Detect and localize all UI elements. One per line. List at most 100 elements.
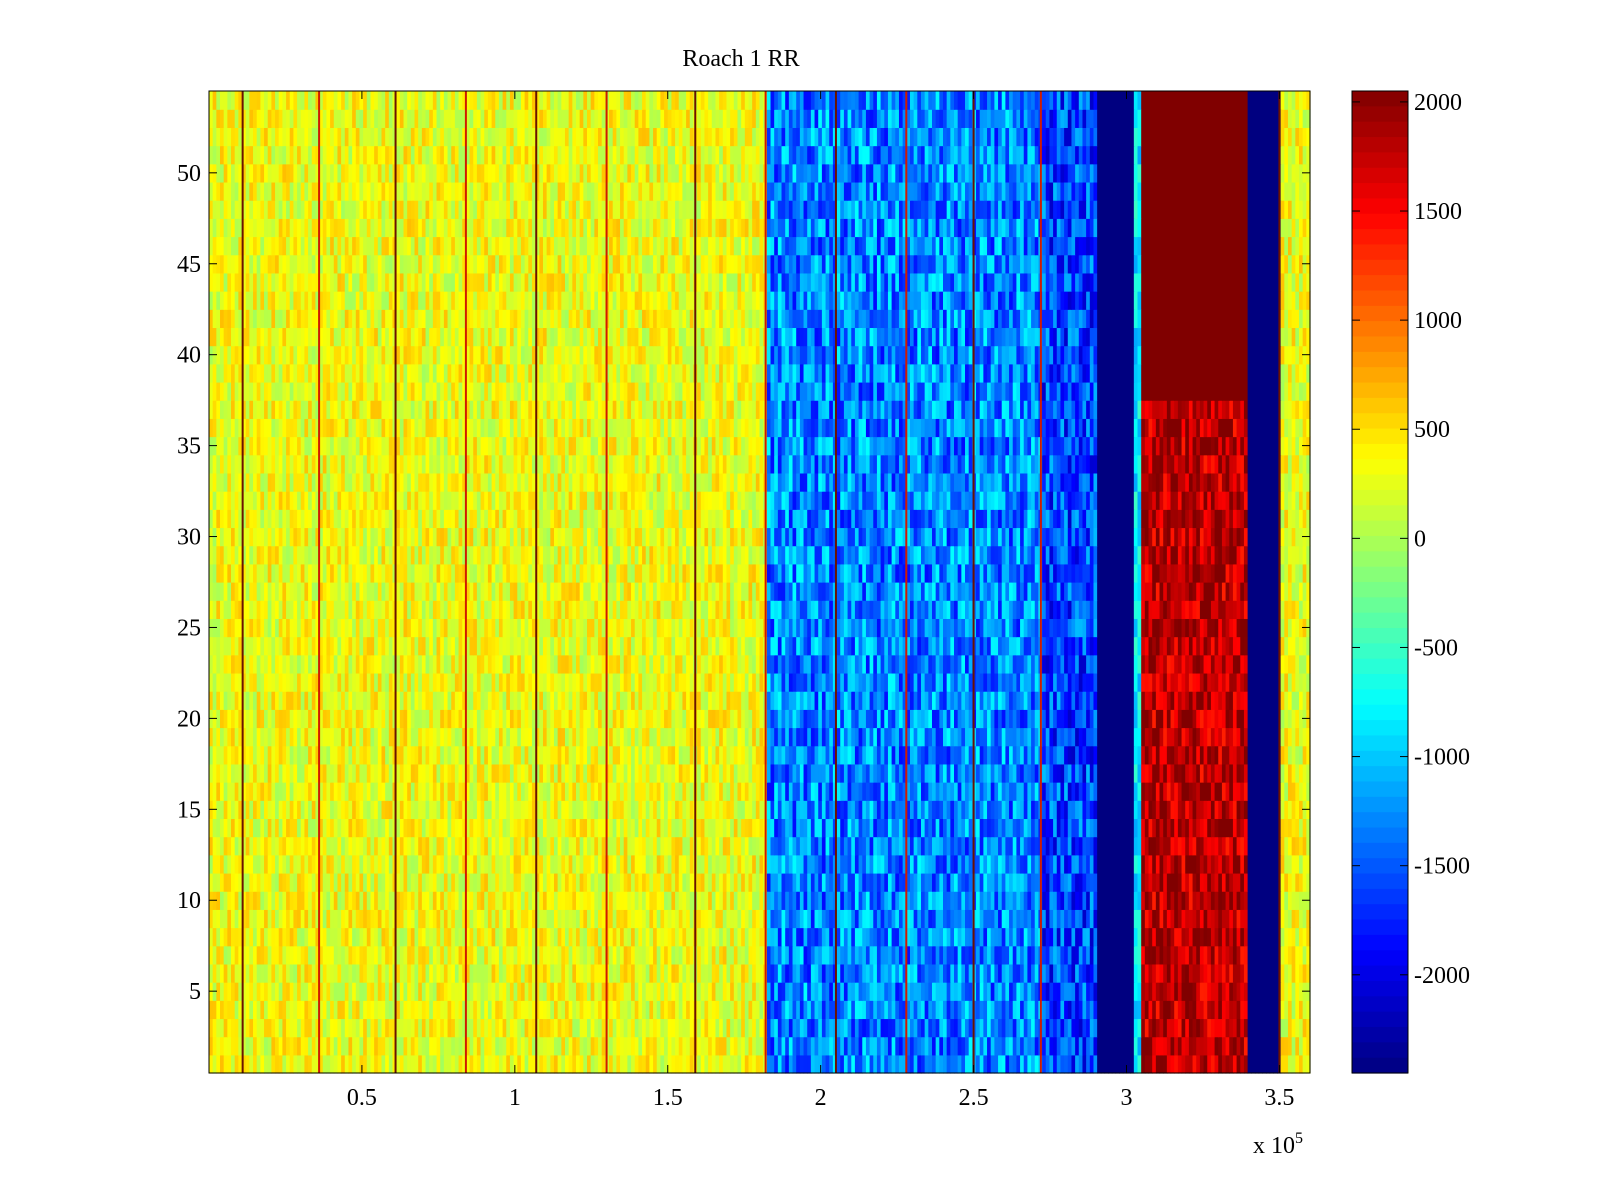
heatmap-cell [546,891,551,910]
heatmap-cell [440,1018,445,1038]
heatmap-cell [788,854,794,874]
heatmap-cell [440,782,445,801]
heatmap-cell [1141,963,1146,983]
heatmap-cell [245,945,250,965]
heatmap-cell [752,909,757,929]
heatmap-cell [528,1000,533,1020]
heatmap-cell [612,909,617,929]
heatmap-cell [943,836,948,856]
heatmap-cell [1232,945,1238,965]
heatmap-cell [700,963,706,983]
heatmap-cell [282,854,287,874]
heatmap-cell [1273,1018,1278,1038]
heatmap-cell [620,982,625,1001]
heatmap-cell [1243,909,1249,929]
heatmap-cell [381,1000,386,1020]
heatmap-cell [891,1018,896,1038]
heatmap-cell [1207,982,1212,1001]
heatmap-cell [987,945,992,965]
heatmap-cell [436,782,441,801]
heatmap-cell [1020,1018,1025,1038]
heatmap-cell [1306,1018,1311,1038]
heatmap-cell [895,763,900,783]
heatmap-cell [253,782,258,801]
heatmap-cell [898,1000,904,1020]
heatmap-cell [381,891,386,910]
heatmap-cell [1097,963,1102,983]
heatmap-cell [528,945,533,965]
heatmap-cell [847,1018,852,1038]
heatmap-cell [858,782,863,801]
heatmap-cell [414,909,419,929]
heatmap-cell [473,909,478,929]
heatmap-cell [546,909,551,929]
heatmap-cell [253,872,258,892]
heatmap-cell [722,1036,728,1056]
heatmap-cell [711,800,717,820]
heatmap-cell [1056,782,1062,801]
heatmap-cell [1166,1054,1172,1074]
heatmap-cell [902,1000,907,1020]
heatmap-cell [836,782,841,801]
heatmap-cell [653,854,658,874]
heatmap-cell [1185,872,1190,892]
heatmap-cell [462,1000,467,1020]
heatmap-cell [961,945,966,965]
heatmap-cell [531,963,537,983]
heatmap-cell [1097,1000,1102,1020]
heatmap-cell [1122,782,1128,801]
heatmap-cell [286,854,291,874]
heatmap-cell [381,909,386,929]
heatmap-cell [388,963,394,983]
heatmap-cell [976,909,981,929]
heatmap-cell [1163,854,1168,874]
heatmap-cell [311,1018,317,1038]
heatmap-cell [799,1054,805,1074]
heatmap-cell [1170,927,1175,947]
heatmap-cell [777,1000,783,1020]
heatmap-cell [656,1018,662,1038]
heatmap-cell [326,763,331,783]
heatmap-cell [443,982,449,1001]
heatmap-cell [264,909,269,929]
heatmap-cell [286,1018,291,1038]
heatmap-cell [568,836,573,856]
heatmap-cell [887,1018,893,1038]
heatmap-cell [403,836,408,856]
heatmap-cell [719,891,724,910]
heatmap-cell [1100,800,1106,820]
heatmap-cell [620,927,625,947]
heatmap-cell [697,927,702,947]
heatmap-cell [943,982,948,1001]
heatmap-cell [1284,854,1289,874]
heatmap-cell [238,963,243,983]
heatmap-cell [223,836,228,856]
heatmap-cell [987,1054,992,1074]
heatmap-cell [898,763,904,783]
heatmap-cell [1001,1054,1006,1074]
heatmap-cell [700,854,706,874]
heatmap-cell [1192,963,1197,983]
heatmap-cell [638,1000,643,1020]
heatmap-cell [443,782,449,801]
heatmap-cell [1251,982,1256,1001]
heatmap-cell [983,782,988,801]
heatmap-cell [517,1054,522,1074]
heatmap-cell [234,909,239,929]
heatmap-cell [939,945,944,965]
heatmap-cell [1031,800,1036,820]
heatmap-cell [319,1000,324,1020]
heatmap-cell [1023,963,1029,983]
heatmap-cell [315,891,320,910]
heatmap-cell [1181,945,1186,965]
heatmap-cell [638,927,643,947]
heatmap-cell [840,1054,845,1074]
heatmap-cell [1045,818,1051,838]
heatmap-cell [1287,800,1293,820]
heatmap-cell [1097,891,1102,910]
heatmap-cell [322,872,328,892]
heatmap-cell [1203,1000,1208,1020]
heatmap-cell [1284,982,1289,1001]
heatmap-cell [1005,891,1010,910]
heatmap-cell [1199,854,1205,874]
